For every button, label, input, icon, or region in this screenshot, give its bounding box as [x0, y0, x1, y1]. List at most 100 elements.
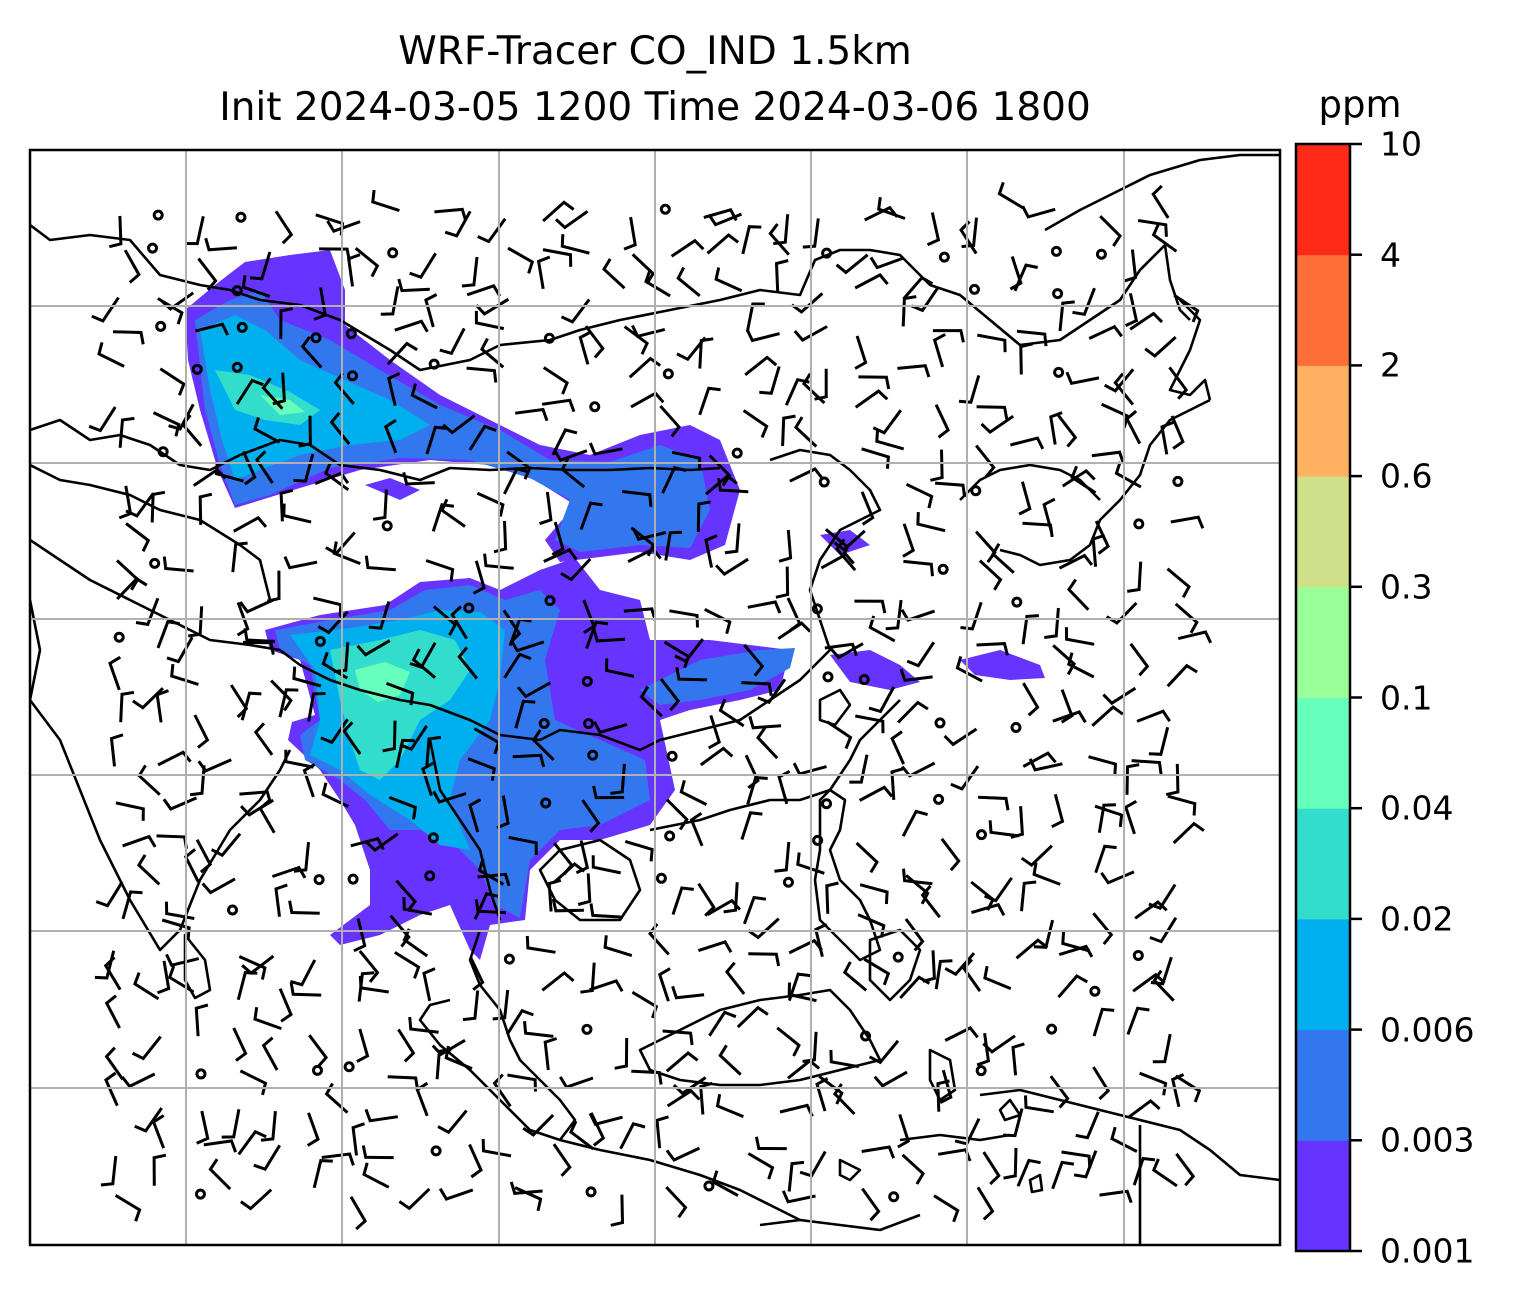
- colorbar-unit-label: ppm: [1318, 83, 1402, 126]
- wind-barb: [121, 890, 143, 920]
- wind-barb: [774, 259, 789, 292]
- wind-barb: [1028, 758, 1063, 772]
- wind-barb: [581, 799, 601, 833]
- wind-barb: [324, 1082, 349, 1114]
- wind-barb: [905, 482, 934, 509]
- wind-barb: [371, 189, 400, 213]
- wind-barb: [242, 640, 275, 655]
- wind-barb: [920, 884, 941, 919]
- colorbar-segment: [1296, 918, 1350, 1031]
- wind-barb: [161, 918, 191, 941]
- wind-barb: [623, 325, 649, 355]
- wind-barb: [551, 898, 584, 913]
- wind-barb: [474, 899, 507, 915]
- wind-barb: [1019, 342, 1033, 375]
- calm-wind-circle: [236, 321, 248, 333]
- wind-barb: [759, 366, 781, 395]
- tracer-region-east-strip-a: [830, 650, 920, 690]
- wind-barb: [292, 666, 322, 688]
- wind-barb: [253, 1006, 282, 1031]
- wind-barb: [585, 620, 609, 650]
- calm-wind-circle: [1052, 288, 1064, 300]
- wind-barb: [313, 287, 327, 321]
- calm-wind-circle: [1089, 985, 1101, 997]
- wind-barb: [365, 832, 399, 853]
- wind-barb: [982, 1034, 1016, 1054]
- wind-barb: [826, 720, 853, 750]
- wind-barb: [1094, 844, 1117, 874]
- wind-barb: [940, 837, 961, 872]
- wind-barb: [747, 1152, 775, 1180]
- wind-barb: [123, 249, 141, 284]
- wind-barb: [1124, 292, 1139, 327]
- calm-wind-circle: [310, 332, 322, 344]
- wind-barb: [503, 652, 532, 679]
- wind-barb: [744, 754, 760, 789]
- wind-barb: [438, 1187, 474, 1201]
- wind-barb: [781, 414, 796, 447]
- calm-wind-circle: [194, 1188, 206, 1200]
- wind-barb: [468, 798, 482, 833]
- wind-barb: [1100, 870, 1135, 885]
- calm-wind-circle: [538, 717, 550, 729]
- wind-barb: [466, 366, 498, 383]
- wind-barb: [492, 989, 510, 1021]
- wind-barb: [509, 639, 545, 653]
- wind-barb: [591, 855, 622, 875]
- colorbar-segment: [1296, 586, 1350, 698]
- wind-barb: [306, 1112, 320, 1147]
- wind-barb: [1073, 1150, 1098, 1179]
- wind-barb: [890, 767, 904, 800]
- calm-wind-circle: [540, 797, 552, 809]
- wind-barb: [569, 1120, 595, 1151]
- wind-barb: [776, 1026, 801, 1057]
- wind-barb: [308, 1034, 329, 1068]
- wind-barb: [1092, 1066, 1111, 1101]
- wind-barb: [242, 450, 257, 486]
- wind-barb: [104, 1046, 124, 1081]
- wind-barb: [1052, 710, 1087, 724]
- wind-barb: [402, 897, 433, 916]
- wind-barb: [619, 1122, 646, 1150]
- wind-barb: [278, 688, 299, 718]
- wind-barb: [869, 256, 905, 270]
- calm-wind-circle: [424, 870, 436, 882]
- wind-barb: [775, 566, 790, 599]
- wind-barb: [1032, 862, 1061, 886]
- wind-barb: [718, 1044, 742, 1076]
- wind-barb: [588, 442, 623, 456]
- calm-wind-circle: [1172, 475, 1184, 487]
- calm-wind-circle: [1053, 366, 1065, 378]
- calm-wind-circle: [811, 603, 823, 615]
- wind-barb: [523, 1021, 554, 1038]
- wind-barb: [744, 355, 778, 376]
- wind-barb: [383, 418, 398, 454]
- wind-barb: [1134, 900, 1168, 920]
- wind-barb: [462, 990, 480, 1022]
- wind-barb: [1020, 880, 1037, 912]
- wind-barb: [560, 234, 590, 255]
- wind-barb: [394, 319, 429, 333]
- wind-barb: [970, 902, 1006, 917]
- wind-barb: [432, 605, 458, 636]
- wind-barb: [112, 330, 145, 345]
- wind-barb: [542, 366, 569, 395]
- wind-barb: [1011, 1042, 1025, 1076]
- calm-wind-circle: [587, 749, 599, 761]
- wind-barb: [661, 465, 687, 494]
- wind-barb: [506, 450, 532, 480]
- wind-barb: [718, 698, 745, 728]
- calm-wind-circle: [703, 1180, 715, 1192]
- wind-barb: [944, 1026, 979, 1042]
- wind-barb: [193, 714, 210, 749]
- wind-barb: [235, 378, 264, 405]
- calm-wind-circle: [731, 447, 743, 459]
- wind-barb: [980, 414, 1015, 435]
- wind-barb: [1065, 371, 1100, 386]
- calm-wind-circle: [503, 953, 515, 965]
- wind-barb: [104, 994, 121, 1029]
- wind-barb: [842, 961, 868, 992]
- wind-barb: [474, 310, 505, 331]
- wind-barb: [975, 444, 996, 478]
- wind-barb: [976, 642, 1009, 656]
